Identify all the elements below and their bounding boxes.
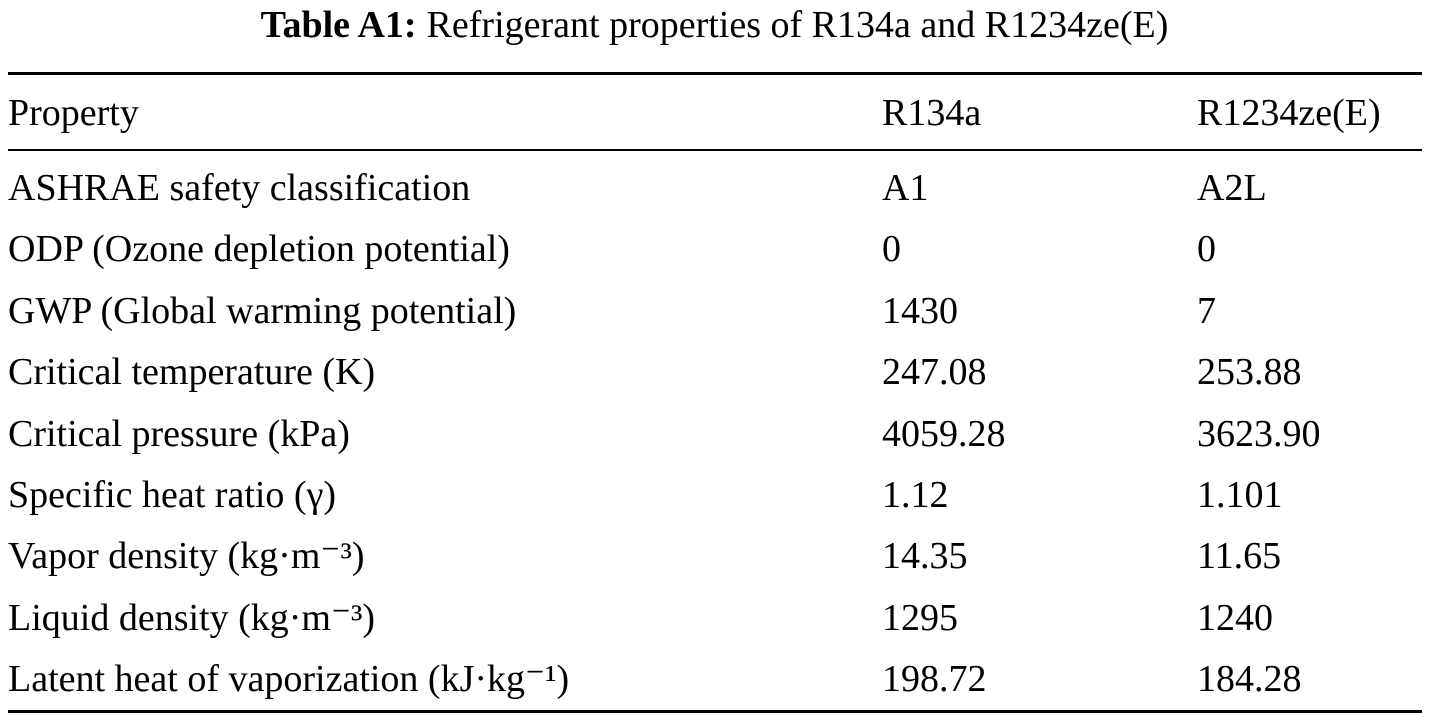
- header-r134a: R134a: [882, 92, 982, 134]
- cell-r134a: 1.12: [882, 474, 949, 516]
- table-caption: Table A1: Refrigerant properties of R134a…: [0, 2, 1429, 48]
- table-label: Table A1:: [260, 4, 417, 46]
- cell-property: ODP (Ozone depletion potential): [8, 228, 510, 271]
- cell-r1234ze: 3623.90: [1197, 412, 1321, 455]
- cell-r1234ze: 184.28: [1197, 658, 1302, 701]
- cell-r1234ze: 11.65: [1197, 535, 1282, 578]
- table-row: Vapor density (kg·m⁻³) 14.35 11.65: [0, 525, 1429, 587]
- cell-r1234ze: 7: [1197, 289, 1216, 332]
- header-rule: [8, 149, 1422, 151]
- cell-property: Critical temperature (K): [8, 351, 376, 394]
- header-property: Property: [8, 92, 139, 134]
- cell-r134a: 14.35: [882, 535, 968, 578]
- cell-r134a: 198.72: [882, 658, 987, 701]
- cell-r134a: 0: [882, 228, 901, 271]
- cell-r134a: 4059.28: [882, 412, 1006, 455]
- cell-r134a: 1430: [882, 289, 958, 332]
- table-row: ASHRAE safety classification A1 A2L: [0, 157, 1429, 219]
- table-row: ODP (Ozone depletion potential) 0 0: [0, 218, 1429, 280]
- cell-r1234ze: A2L: [1197, 167, 1267, 209]
- header-r1234ze: R1234ze(E): [1197, 92, 1381, 134]
- bottom-rule: [8, 710, 1422, 713]
- table-row: Liquid density (kg·m⁻³) 1295 1240: [0, 587, 1429, 649]
- cell-r1234ze: 253.88: [1197, 351, 1302, 394]
- table-row: Specific heat ratio (γ) 1.12 1.101: [0, 464, 1429, 526]
- cell-r134a: 1295: [882, 596, 958, 639]
- table-caption-text: Refrigerant properties of R134a and R123…: [426, 4, 1169, 46]
- cell-property: GWP (Global warming potential): [8, 289, 517, 332]
- cell-r1234ze: 1240: [1197, 596, 1273, 639]
- cell-r134a: 247.08: [882, 351, 987, 394]
- cell-property: Latent heat of vaporization (kJ·kg⁻¹): [8, 658, 570, 701]
- cell-r1234ze: 1.101: [1197, 474, 1283, 516]
- cell-r134a: A1: [882, 167, 929, 209]
- top-rule: [8, 72, 1422, 75]
- table-row: GWP (Global warming potential) 1430 7: [0, 280, 1429, 342]
- table-row: Critical pressure (kPa) 4059.28 3623.90: [0, 403, 1429, 465]
- table-row: Latent heat of vaporization (kJ·kg⁻¹) 198…: [0, 648, 1429, 710]
- cell-r1234ze: 0: [1197, 228, 1216, 271]
- table-header-row: Property R134a R1234ze(E): [0, 82, 1429, 144]
- cell-property: Vapor density (kg·m⁻³): [8, 535, 365, 578]
- cell-property: Critical pressure (kPa): [8, 412, 350, 455]
- cell-property: Specific heat ratio (γ): [8, 474, 337, 516]
- table-row: Critical temperature (K) 247.08 253.88: [0, 341, 1429, 403]
- cell-property: Liquid density (kg·m⁻³): [8, 596, 376, 639]
- cell-property: ASHRAE safety classification: [8, 167, 471, 209]
